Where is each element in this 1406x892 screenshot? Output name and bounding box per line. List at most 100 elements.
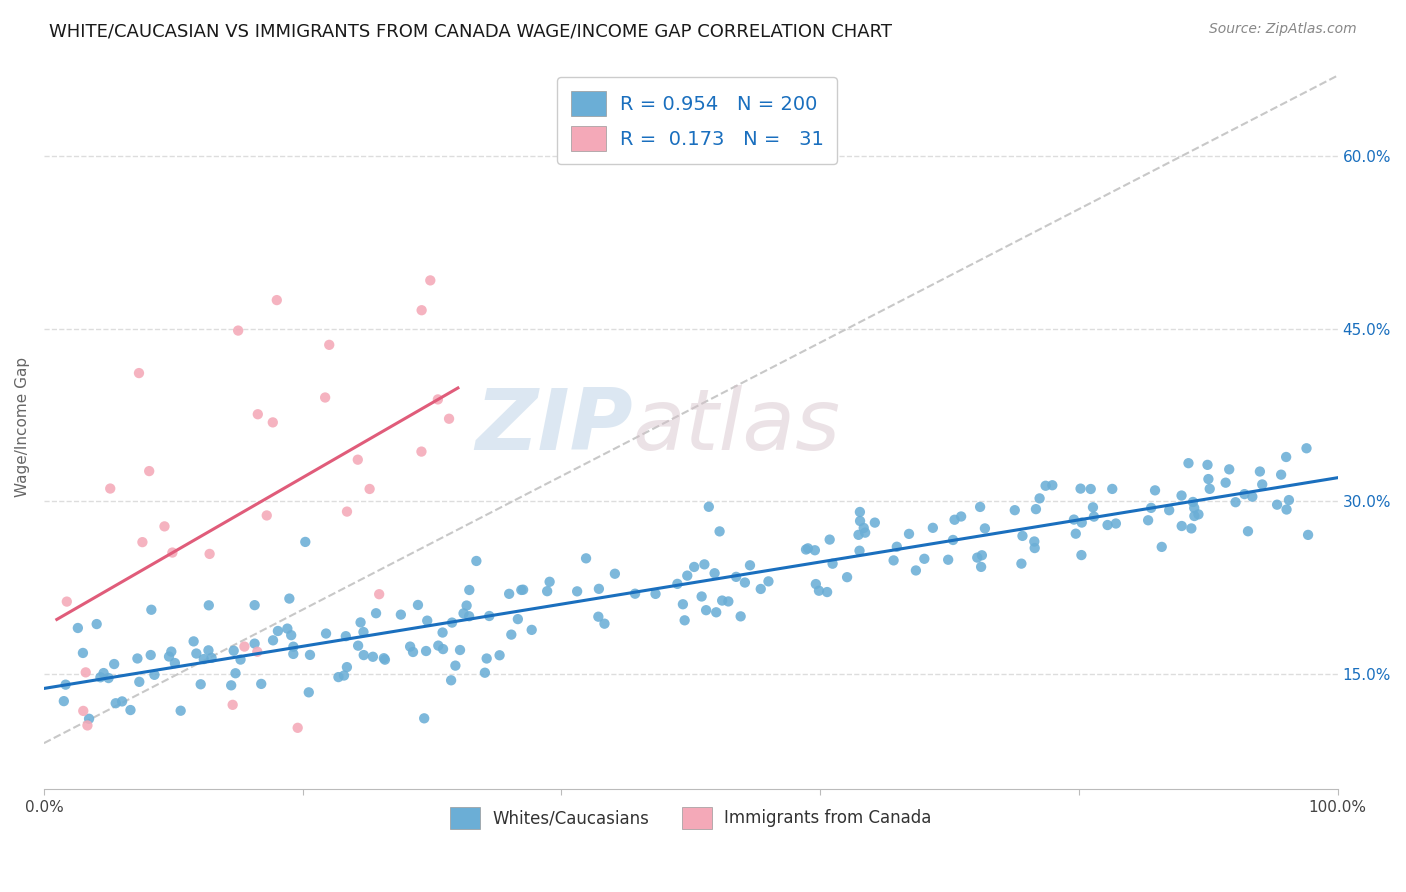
Point bbox=[353, 648, 375, 662]
Point bbox=[128, 366, 150, 380]
Point bbox=[565, 584, 588, 599]
Point bbox=[970, 549, 993, 563]
Point bbox=[186, 647, 208, 661]
Point bbox=[314, 391, 336, 405]
Point bbox=[1197, 458, 1219, 472]
Point bbox=[141, 603, 163, 617]
Point bbox=[427, 639, 450, 653]
Point bbox=[588, 582, 610, 596]
Point bbox=[364, 606, 387, 620]
Point bbox=[738, 558, 761, 573]
Point bbox=[426, 392, 449, 407]
Point bbox=[1064, 526, 1087, 541]
Point bbox=[1177, 456, 1199, 470]
Point bbox=[389, 607, 412, 622]
Point bbox=[704, 605, 727, 619]
Point bbox=[333, 668, 356, 682]
Point bbox=[588, 609, 610, 624]
Point bbox=[419, 273, 441, 287]
Point bbox=[77, 712, 100, 726]
Point bbox=[160, 644, 183, 658]
Point bbox=[55, 678, 77, 692]
Point bbox=[163, 656, 186, 670]
Point bbox=[644, 587, 666, 601]
Point bbox=[246, 645, 269, 659]
Point bbox=[222, 644, 245, 658]
Text: Source: ZipAtlas.com: Source: ZipAtlas.com bbox=[1209, 22, 1357, 37]
Point bbox=[1295, 442, 1317, 456]
Point bbox=[1028, 491, 1050, 506]
Point bbox=[66, 621, 89, 635]
Point bbox=[243, 598, 266, 612]
Point bbox=[797, 541, 820, 556]
Point bbox=[1105, 516, 1128, 531]
Point bbox=[1150, 540, 1173, 554]
Point bbox=[575, 551, 598, 566]
Point bbox=[353, 625, 375, 640]
Point bbox=[943, 513, 966, 527]
Point bbox=[921, 521, 943, 535]
Point bbox=[336, 660, 359, 674]
Point bbox=[821, 557, 844, 571]
Point bbox=[730, 609, 752, 624]
Point bbox=[89, 670, 111, 684]
Point bbox=[256, 508, 278, 523]
Legend: Whites/Caucasians, Immigrants from Canada: Whites/Caucasians, Immigrants from Canad… bbox=[444, 800, 938, 835]
Point bbox=[440, 673, 463, 688]
Point bbox=[1144, 483, 1167, 498]
Point bbox=[280, 628, 302, 642]
Point bbox=[128, 674, 150, 689]
Point bbox=[1010, 557, 1032, 571]
Point bbox=[1083, 509, 1105, 524]
Point bbox=[697, 500, 720, 514]
Point bbox=[673, 613, 696, 627]
Point bbox=[1070, 482, 1092, 496]
Point bbox=[969, 500, 991, 514]
Point bbox=[666, 577, 689, 591]
Point bbox=[1197, 472, 1219, 486]
Point bbox=[1035, 479, 1057, 493]
Point bbox=[1180, 521, 1202, 535]
Point bbox=[200, 651, 222, 665]
Point bbox=[749, 582, 772, 596]
Point bbox=[190, 677, 212, 691]
Point bbox=[267, 624, 290, 638]
Point bbox=[1182, 500, 1205, 515]
Point bbox=[852, 521, 875, 535]
Point bbox=[138, 464, 160, 478]
Point bbox=[402, 645, 425, 659]
Point bbox=[804, 543, 827, 558]
Point bbox=[950, 509, 973, 524]
Point bbox=[349, 615, 371, 630]
Point bbox=[52, 694, 75, 708]
Point bbox=[72, 646, 94, 660]
Point bbox=[93, 666, 115, 681]
Point bbox=[1024, 534, 1046, 549]
Point bbox=[413, 711, 436, 725]
Point bbox=[478, 609, 501, 624]
Point bbox=[318, 338, 340, 352]
Point bbox=[942, 533, 965, 547]
Point bbox=[1296, 528, 1319, 542]
Point bbox=[966, 550, 988, 565]
Point bbox=[221, 698, 243, 712]
Point bbox=[1170, 519, 1192, 533]
Point bbox=[1004, 503, 1026, 517]
Point bbox=[1278, 493, 1301, 508]
Point bbox=[278, 591, 301, 606]
Point bbox=[72, 704, 94, 718]
Point bbox=[693, 558, 716, 572]
Point bbox=[298, 648, 321, 662]
Point bbox=[807, 583, 830, 598]
Point bbox=[465, 554, 488, 568]
Point bbox=[346, 452, 368, 467]
Point bbox=[848, 528, 870, 542]
Point bbox=[725, 570, 748, 584]
Point bbox=[506, 612, 529, 626]
Point bbox=[1225, 495, 1247, 509]
Point bbox=[1063, 512, 1085, 526]
Point bbox=[143, 668, 166, 682]
Point bbox=[243, 637, 266, 651]
Point bbox=[475, 651, 498, 665]
Point bbox=[266, 293, 288, 307]
